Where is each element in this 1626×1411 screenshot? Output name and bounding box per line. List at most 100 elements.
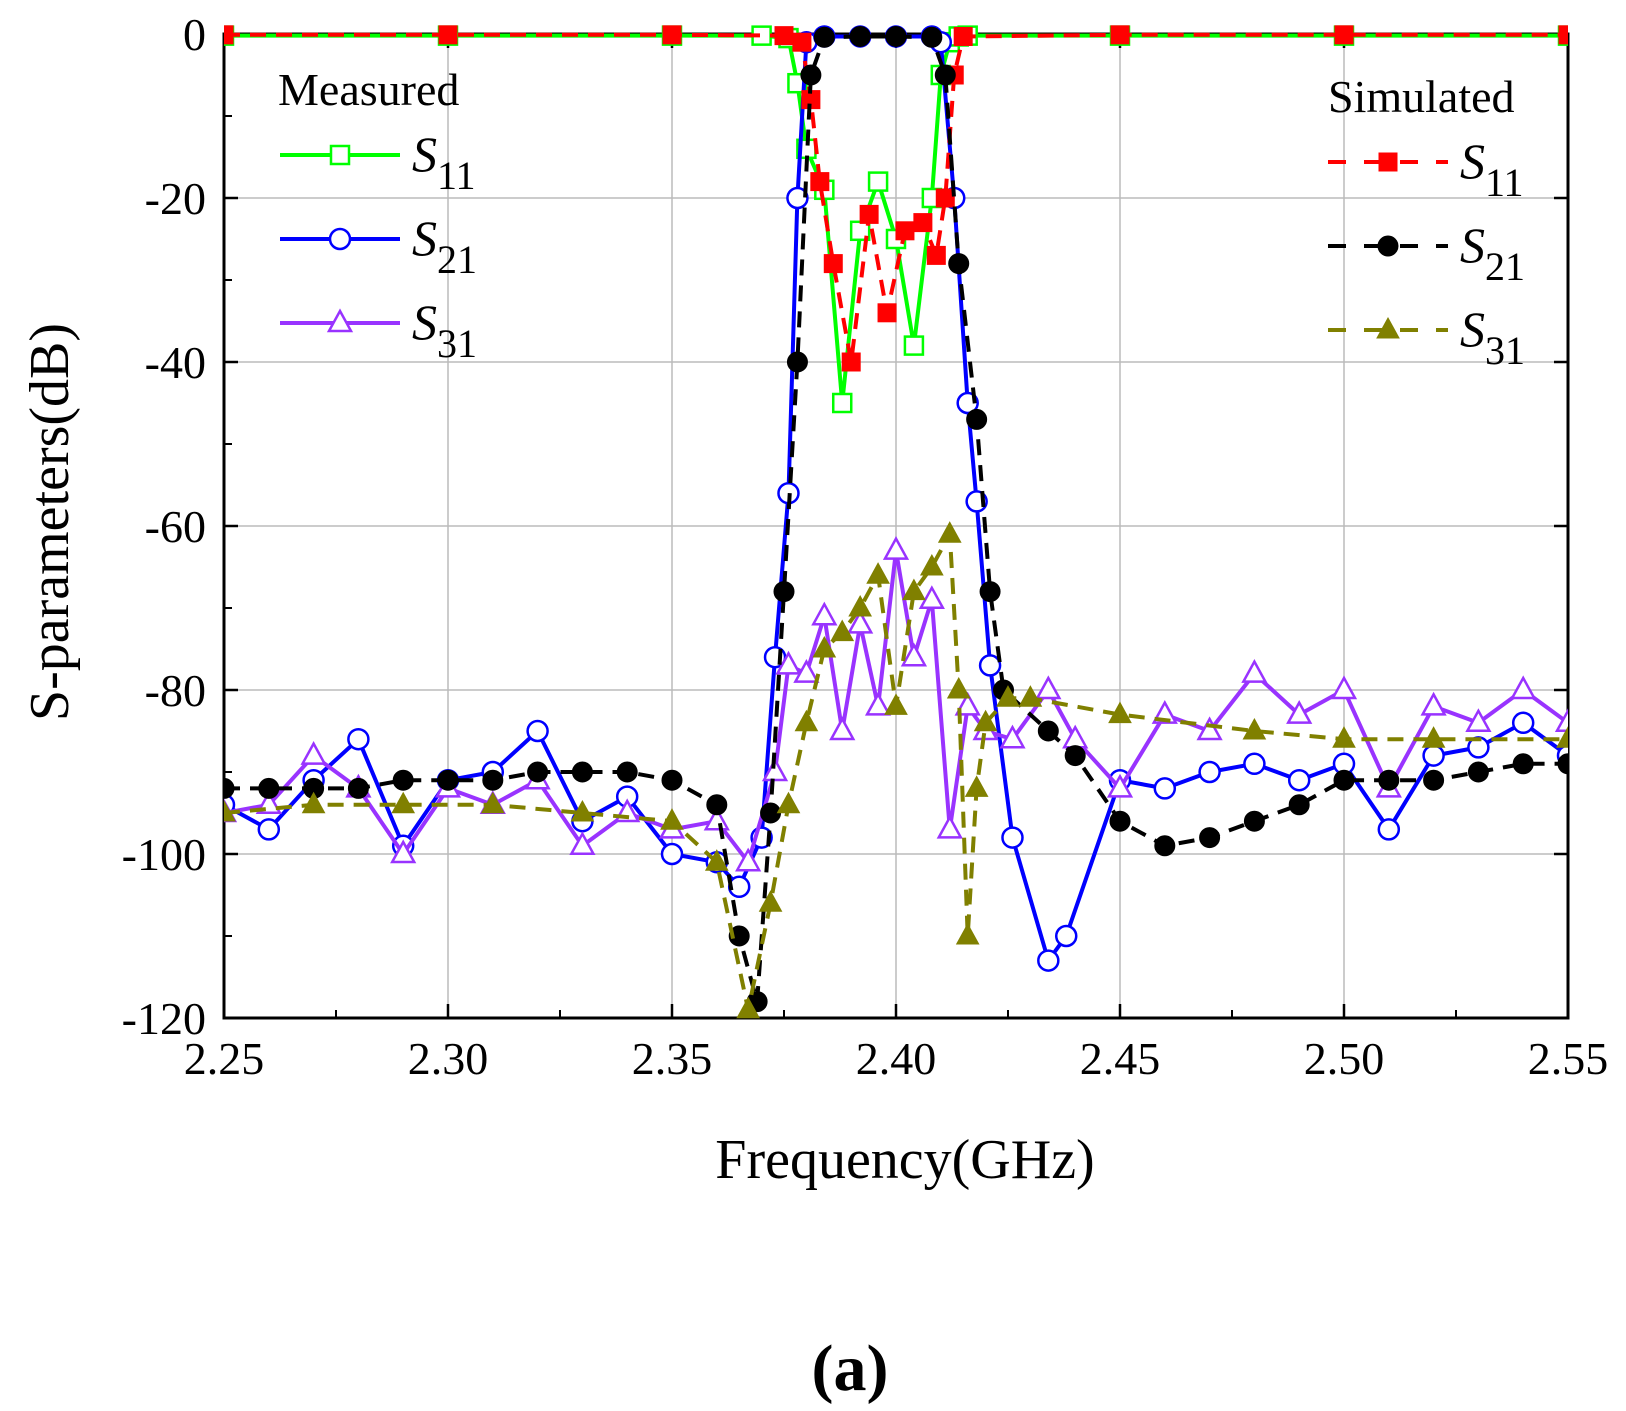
data-point-simulated-s21: [921, 26, 943, 48]
data-point-simulated-s11: [859, 204, 879, 224]
data-point-measured-s31: [390, 839, 417, 864]
series-simulated-s11: [224, 25, 1568, 372]
data-point-measured-s31: [300, 741, 327, 765]
legend: Measured S11 S21 S31 Simulated S11 S21 S31: [278, 64, 1525, 373]
data-point-simulated-s11: [810, 172, 830, 192]
data-point-measured-s31: [954, 691, 981, 716]
legend-marker: [1377, 235, 1399, 257]
data-point-measured-s31: [847, 609, 874, 634]
data-point-simulated-s11: [926, 245, 946, 265]
series-line-simulated-s21: [224, 34, 1568, 1004]
data-point-measured-s21: [1198, 760, 1221, 784]
data-point-simulated-s21: [786, 351, 808, 373]
y-tick-label: -60: [145, 501, 206, 552]
data-point-simulated-s21: [966, 408, 988, 430]
data-point-simulated-s21: [571, 761, 593, 783]
data-point-measured-s21: [1422, 744, 1445, 767]
data-point-measured-s21: [978, 654, 1002, 677]
data-point-simulated-s21: [1154, 835, 1176, 857]
data-point-simulated-s21: [1109, 810, 1131, 832]
data-point-simulated-s21: [1064, 745, 1086, 767]
data-point-simulated-s21: [1423, 769, 1445, 791]
legend-label: S31: [412, 294, 477, 366]
data-point-simulated-s21: [1037, 720, 1059, 742]
data-point-simulated-s21: [885, 25, 907, 47]
axes: 2.25 2.30 2.35 2.40 2.45 2.50 2.55 0 -20 -40 -60 -8…: [122, 9, 1609, 1084]
data-point-simulated-s31: [884, 693, 908, 715]
data-point-simulated-s11: [1334, 25, 1354, 45]
data-point-measured-s21: [1511, 711, 1535, 735]
data-point-measured-s11: [867, 171, 889, 192]
data-point-simulated-s31: [224, 799, 236, 822]
legend-marker: [1376, 316, 1400, 339]
data-point-simulated-s31: [480, 791, 505, 814]
data-point-simulated-s21: [482, 769, 504, 791]
data-point-simulated-s21: [800, 64, 822, 86]
data-point-simulated-s11: [953, 26, 973, 46]
data-point-simulated-s21: [979, 581, 1001, 603]
data-point-simulated-s11: [841, 352, 861, 372]
data-point-simulated-s31: [1421, 726, 1446, 748]
data-point-simulated-s21: [1288, 794, 1310, 816]
legend-title-simulated: Simulated: [1328, 71, 1515, 122]
x-tick-label: 2.35: [632, 1033, 713, 1084]
data-point-simulated-s31: [973, 709, 998, 732]
data-point-simulated-s11: [913, 213, 933, 233]
legend-label: S21: [412, 210, 477, 282]
data-point-measured-s31: [1465, 708, 1492, 733]
data-point-simulated-s31: [830, 619, 855, 642]
legend-marker: [1378, 152, 1398, 172]
y-tick-label: -80: [145, 665, 206, 716]
data-point-measured-s31: [1062, 724, 1089, 749]
data-point-simulated-s21: [258, 777, 280, 799]
data-point-measured-s31: [999, 724, 1026, 749]
data-point-simulated-s31: [758, 890, 783, 912]
data-point-measured-s31: [811, 601, 838, 626]
legend-entry-measured-s11: S11: [280, 126, 476, 198]
data-point-measured-s21: [347, 727, 370, 751]
legend-label: S11: [412, 126, 476, 198]
data-point-measured-s31: [936, 814, 963, 839]
x-axis-title: Frequency(GHz): [715, 1129, 1094, 1191]
data-point-measured-s21: [1153, 777, 1177, 800]
data-point-measured-s31: [1330, 675, 1358, 700]
data-point-simulated-s11: [1558, 25, 1568, 45]
legend-entry-measured-s31: S31: [280, 294, 477, 366]
data-point-simulated-s21: [948, 253, 970, 275]
data-point-measured-s21: [1001, 826, 1024, 849]
data-point-measured-s31: [1286, 700, 1313, 724]
data-point-simulated-s11: [792, 32, 812, 52]
data-point-simulated-s21: [706, 794, 728, 816]
x-tick-label: 2.55: [1528, 1033, 1609, 1084]
legend-marker: [329, 144, 351, 166]
data-point-simulated-s21: [1333, 769, 1355, 791]
data-point-simulated-s11: [895, 221, 915, 241]
data-point-measured-s21: [786, 186, 809, 210]
x-tick-label: 2.30: [408, 1033, 489, 1084]
data-point-simulated-s21: [437, 769, 459, 791]
legend-title-measured: Measured: [278, 64, 459, 115]
data-point-measured-s21: [257, 818, 281, 841]
data-point-simulated-s31: [1108, 701, 1132, 724]
data-point-simulated-s21: [392, 769, 414, 791]
data-point-measured-s21: [1054, 924, 1078, 948]
data-point-simulated-s31: [866, 562, 890, 584]
data-point-measured-s31: [1554, 708, 1568, 733]
legend-entry-simulated-s21: S21: [1328, 217, 1525, 289]
data-point-simulated-s21: [773, 581, 795, 603]
series-line-simulated-s11: [224, 32, 1568, 364]
data-point-simulated-s11: [774, 26, 794, 46]
data-point-simulated-s11: [877, 303, 897, 323]
data-point-simulated-s21: [1199, 827, 1221, 849]
data-point-simulated-s31: [301, 791, 326, 814]
data-point-simulated-s21: [813, 26, 835, 48]
series-simulated-s31: [224, 521, 1568, 1019]
data-point-simulated-s31: [996, 685, 1020, 707]
data-point-simulated-s11: [823, 254, 843, 274]
data-point-simulated-s21: [347, 777, 369, 799]
legend-entry-simulated-s11: S11: [1328, 133, 1524, 205]
data-point-measured-s21: [1287, 768, 1311, 792]
data-point-simulated-s31: [1018, 685, 1043, 707]
data-point-measured-s31: [1035, 675, 1062, 700]
